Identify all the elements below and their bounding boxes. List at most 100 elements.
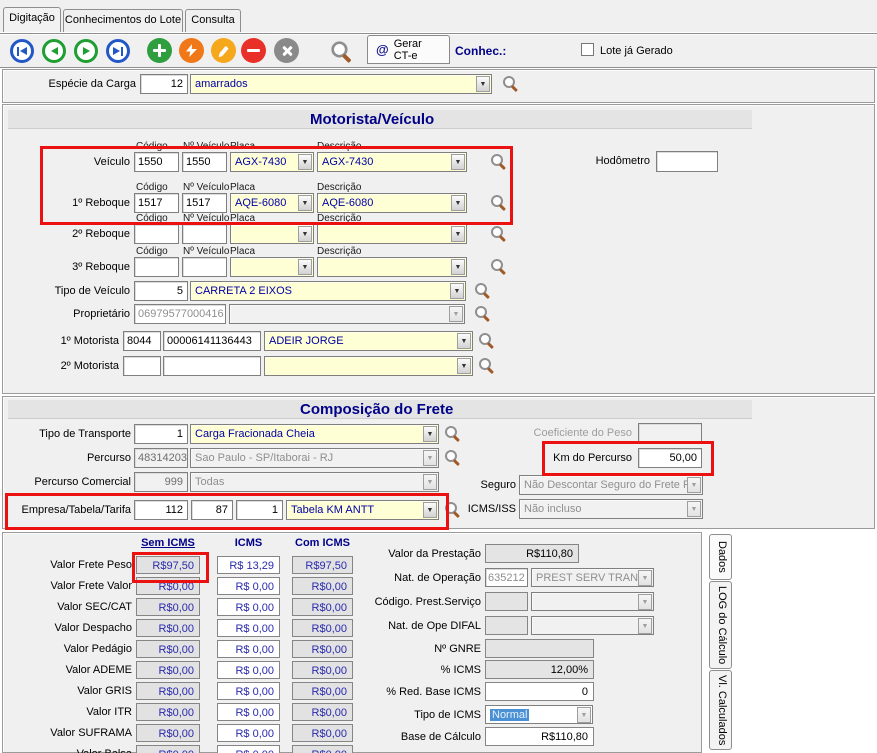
reboque2-descricao-combo[interactable] (317, 224, 467, 244)
reboque3-numero-field[interactable] (182, 257, 227, 277)
tipo-veiculo-combo[interactable]: CARRETA 2 EIXOS (190, 281, 466, 301)
proprietario-combo (229, 304, 465, 324)
valor-cell-icms[interactable]: R$ 0,00 (217, 661, 280, 679)
motorista2-combo[interactable] (264, 356, 473, 376)
col-header-placa: Placa (230, 213, 256, 224)
tipo-transporte-codigo-field[interactable]: 1 (134, 424, 188, 444)
reboque1-placa-combo[interactable]: AQE-6080 (230, 193, 314, 213)
cod-prest-servico-codigo-field (485, 592, 528, 611)
tipo-transporte-combo[interactable]: Carga Fracionada Cheia (190, 424, 439, 444)
col-header-sem-icms: Sem ICMS (141, 537, 195, 549)
tabela-field[interactable]: 87 (191, 500, 233, 520)
veiculo-placa-combo[interactable]: AGX-7430 (230, 152, 314, 172)
percurso-search-icon[interactable] (444, 449, 461, 466)
reboque2-search-icon[interactable] (490, 225, 507, 242)
last-record-button[interactable] (106, 39, 130, 63)
valor-cell-com-icms: R$97,50 (292, 556, 353, 574)
valor-cell-icms[interactable]: R$ 13,29 (217, 556, 280, 574)
reboque3-search-icon[interactable] (490, 258, 507, 275)
valor-cell-icms[interactable]: R$ 0,00 (217, 724, 280, 742)
tabela-frete-combo[interactable]: Tabela KM ANTT (286, 500, 439, 520)
reboque2-placa-combo[interactable] (230, 224, 314, 244)
cancel-button[interactable] (274, 38, 299, 63)
side-tab-log-do-calculo[interactable]: LOG do Cálculo (709, 581, 732, 669)
proprietario-search-icon[interactable] (474, 305, 491, 322)
veiculo-descricao-combo[interactable]: AGX-7430 (317, 152, 467, 172)
tipo-veiculo-codigo-field[interactable]: 5 (134, 281, 188, 301)
valor-cell-icms[interactable]: R$ 0,00 (217, 745, 280, 753)
km-percurso-label: Km do Percurso (553, 452, 632, 464)
veiculo-codigo-field[interactable]: 1550 (134, 152, 179, 172)
percurso-comercial-label: Percurso Comercial (34, 476, 131, 488)
veiculo-search-icon[interactable] (490, 153, 507, 170)
base-calculo-field: R$110,80 (485, 727, 594, 746)
valor-cell-icms[interactable]: R$ 0,00 (217, 640, 280, 658)
valor-cell-icms[interactable]: R$ 0,00 (217, 598, 280, 616)
next-record-icon (82, 47, 90, 55)
motorista2-search-icon[interactable] (478, 357, 495, 374)
col-header-descricao: Descrição (317, 141, 362, 152)
valor-cell-com-icms: R$0,00 (292, 619, 353, 637)
tab-digitacao[interactable]: Digitação (3, 7, 61, 32)
toolbar-search-icon[interactable] (330, 40, 353, 63)
empresa-field[interactable]: 112 (134, 500, 188, 520)
especie-combo[interactable]: amarrados (190, 74, 492, 94)
hodometro-field[interactable] (656, 151, 718, 172)
reboque1-descricao-combo[interactable]: AQE-6080 (317, 193, 467, 213)
lote-ja-gerado-checkbox[interactable] (581, 43, 594, 56)
motorista2-documento-field[interactable] (163, 356, 261, 376)
tab-consulta[interactable]: Consulta (185, 9, 241, 32)
motorista2-codigo-field[interactable] (123, 356, 161, 376)
percurso-comercial-codigo-field: 999 (134, 472, 188, 492)
calculate-button[interactable] (179, 38, 204, 63)
add-button[interactable] (147, 38, 172, 63)
motorista1-codigo-field[interactable]: 8044 (123, 331, 161, 351)
tipo-icms-label: Tipo de ICMS (414, 709, 481, 721)
reboque3-descricao-combo[interactable] (317, 257, 467, 277)
valor-row-label: Valor Pedágio (63, 643, 132, 655)
reboque1-codigo-field[interactable]: 1517 (134, 193, 179, 213)
tarifa-field[interactable]: 1 (236, 500, 283, 520)
motorista1-search-icon[interactable] (478, 332, 495, 349)
side-tab-vl-calculados[interactable]: Vl. Calculados (709, 670, 732, 750)
especie-search-icon[interactable] (502, 75, 519, 92)
first-record-button[interactable] (10, 39, 34, 63)
valor-cell-sem-icms: R$0,00 (136, 619, 200, 637)
col-header-n-veiculo: Nº Veículo (183, 246, 230, 257)
delete-button[interactable] (241, 38, 266, 63)
seguro-label: Seguro (480, 479, 516, 491)
tab-conhecimentos-do-lote[interactable]: Conhecimentos do Lote (63, 9, 183, 32)
edit-button[interactable] (211, 38, 236, 63)
pct-red-base-icms-field[interactable]: 0 (485, 682, 594, 701)
nat-ope-difal-codigo-field (485, 616, 528, 635)
valor-cell-com-icms: R$0,00 (292, 640, 353, 658)
valor-cell-icms[interactable]: R$ 0,00 (217, 682, 280, 700)
valor-cell-icms[interactable]: R$ 0,00 (217, 577, 280, 595)
valor-prestacao-label: Valor da Prestação (388, 548, 481, 560)
reboque2-numero-field[interactable] (182, 224, 227, 244)
especie-codigo-field[interactable]: 12 (140, 74, 188, 94)
gerar-cte-button[interactable]: @ Gerar CT-e (367, 35, 450, 64)
tipo-transporte-search-icon[interactable] (444, 425, 461, 442)
reboque3-codigo-field[interactable] (134, 257, 179, 277)
reboque1-numero-field[interactable]: 1517 (182, 193, 227, 213)
next-record-button[interactable] (74, 39, 98, 63)
percurso-comercial-combo: Todas (190, 472, 439, 492)
side-tab-dados[interactable]: Dados (709, 534, 732, 580)
valor-cell-icms[interactable]: R$ 0,00 (217, 619, 280, 637)
valor-row-label: Valor Despacho (54, 622, 132, 634)
reboque2-codigo-field[interactable] (134, 224, 179, 244)
previous-record-button[interactable] (42, 39, 66, 63)
km-percurso-field[interactable]: 50,00 (638, 448, 702, 468)
tipo-veiculo-search-icon[interactable] (474, 282, 491, 299)
veiculo-label: Veículo (93, 156, 130, 168)
valor-cell-icms[interactable]: R$ 0,00 (217, 703, 280, 721)
motorista1-documento-field[interactable]: 00006141136443 (163, 331, 261, 351)
reboque3-placa-combo[interactable] (230, 257, 314, 277)
col-header-placa: Placa (230, 246, 256, 257)
motorista1-combo[interactable]: ADEIR JORGE (264, 331, 473, 351)
veiculo-numero-field[interactable]: 1550 (182, 152, 227, 172)
tipo-icms-combo[interactable]: Normal (485, 705, 593, 724)
valor-row-label: Valor ITR (86, 706, 132, 718)
reboque1-search-icon[interactable] (490, 194, 507, 211)
